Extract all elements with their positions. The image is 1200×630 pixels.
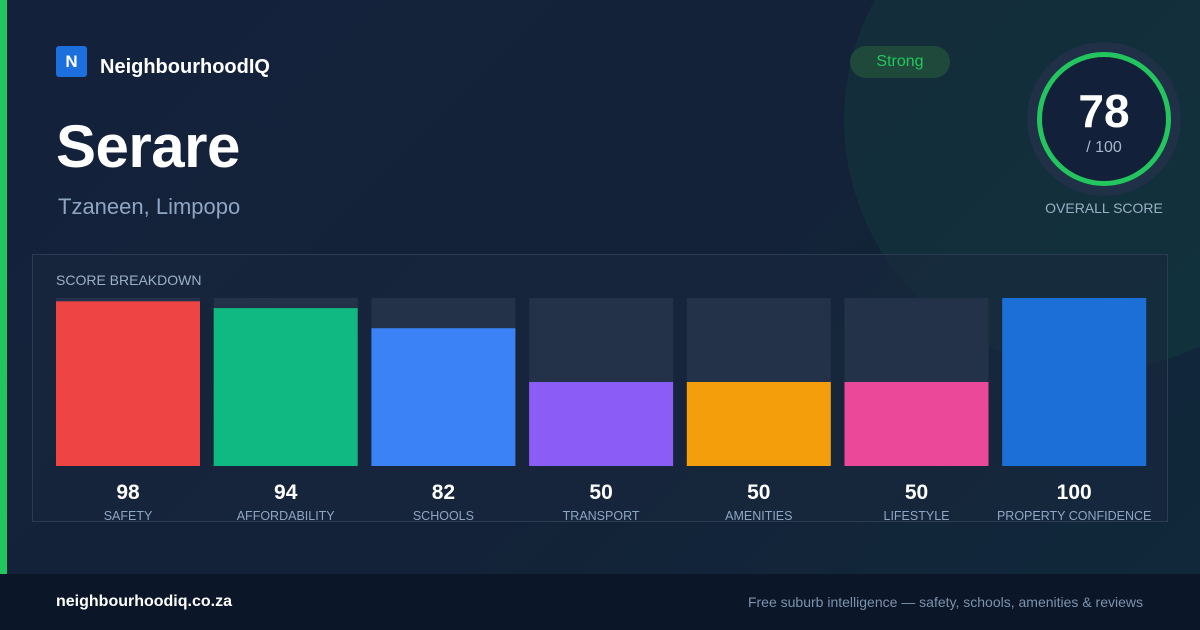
footer-tagline: Free suburb intelligence — safety, schoo… [747, 594, 1143, 610]
bar-value-affordability: 94 [274, 481, 298, 504]
overall-score-ring: 78 / 100 [1027, 42, 1181, 196]
bar-label-affordability: AFFORDABILITY [237, 509, 336, 523]
score-breakdown-chart: 98 SAFETY 94 AFFORDABILITY 82 SCHOOLS 50 TRANSP… [56, 298, 1151, 523]
bar-value-amenities: 50 [747, 481, 770, 504]
logo-icon: N [56, 46, 87, 77]
bar-value-schools: 82 [432, 481, 455, 504]
bar-label-property-confidence: PROPERTY CONFIDENCE [997, 509, 1151, 523]
bar-value-safety: 98 [116, 481, 140, 504]
bar-lifestyle [844, 382, 989, 466]
footer: neighbourhoodiq.co.za Free suburb intell… [0, 574, 1200, 630]
bar-schools [371, 328, 516, 466]
overall-score-max: / 100 [1086, 139, 1122, 156]
bar-property-confidence [1002, 298, 1147, 466]
bar-safety [56, 301, 200, 466]
score-ring-inner: 78 / 100 [1037, 52, 1171, 186]
bar-value-transport: 50 [589, 481, 612, 504]
bar-label-safety: SAFETY [104, 509, 153, 523]
bar-label-transport: TRANSPORT [563, 509, 640, 523]
suburb-title: Serare [56, 113, 240, 180]
bar-transport [529, 382, 674, 466]
suburb-location: Tzaneen, Limpopo [58, 194, 241, 219]
bar-label-amenities: AMENITIES [725, 509, 792, 523]
score-breakdown-title: SCORE BREAKDOWN [56, 272, 202, 288]
overall-score-caption: OVERALL SCORE [1045, 200, 1163, 216]
overall-score-value: 78 [1078, 85, 1130, 137]
bar-value-property-confidence: 100 [1057, 481, 1092, 504]
bar-value-lifestyle: 50 [905, 481, 928, 504]
bar-label-schools: SCHOOLS [413, 509, 474, 523]
footer-site-link[interactable]: neighbourhoodiq.co.za [56, 593, 232, 610]
accent-bar [0, 0, 7, 574]
bar-label-lifestyle: LIFESTYLE [884, 509, 950, 523]
brand-name: NeighbourhoodIQ [100, 56, 270, 78]
bar-amenities [686, 382, 831, 466]
rating-badge: Strong [850, 46, 950, 78]
bar-affordability [213, 308, 358, 466]
